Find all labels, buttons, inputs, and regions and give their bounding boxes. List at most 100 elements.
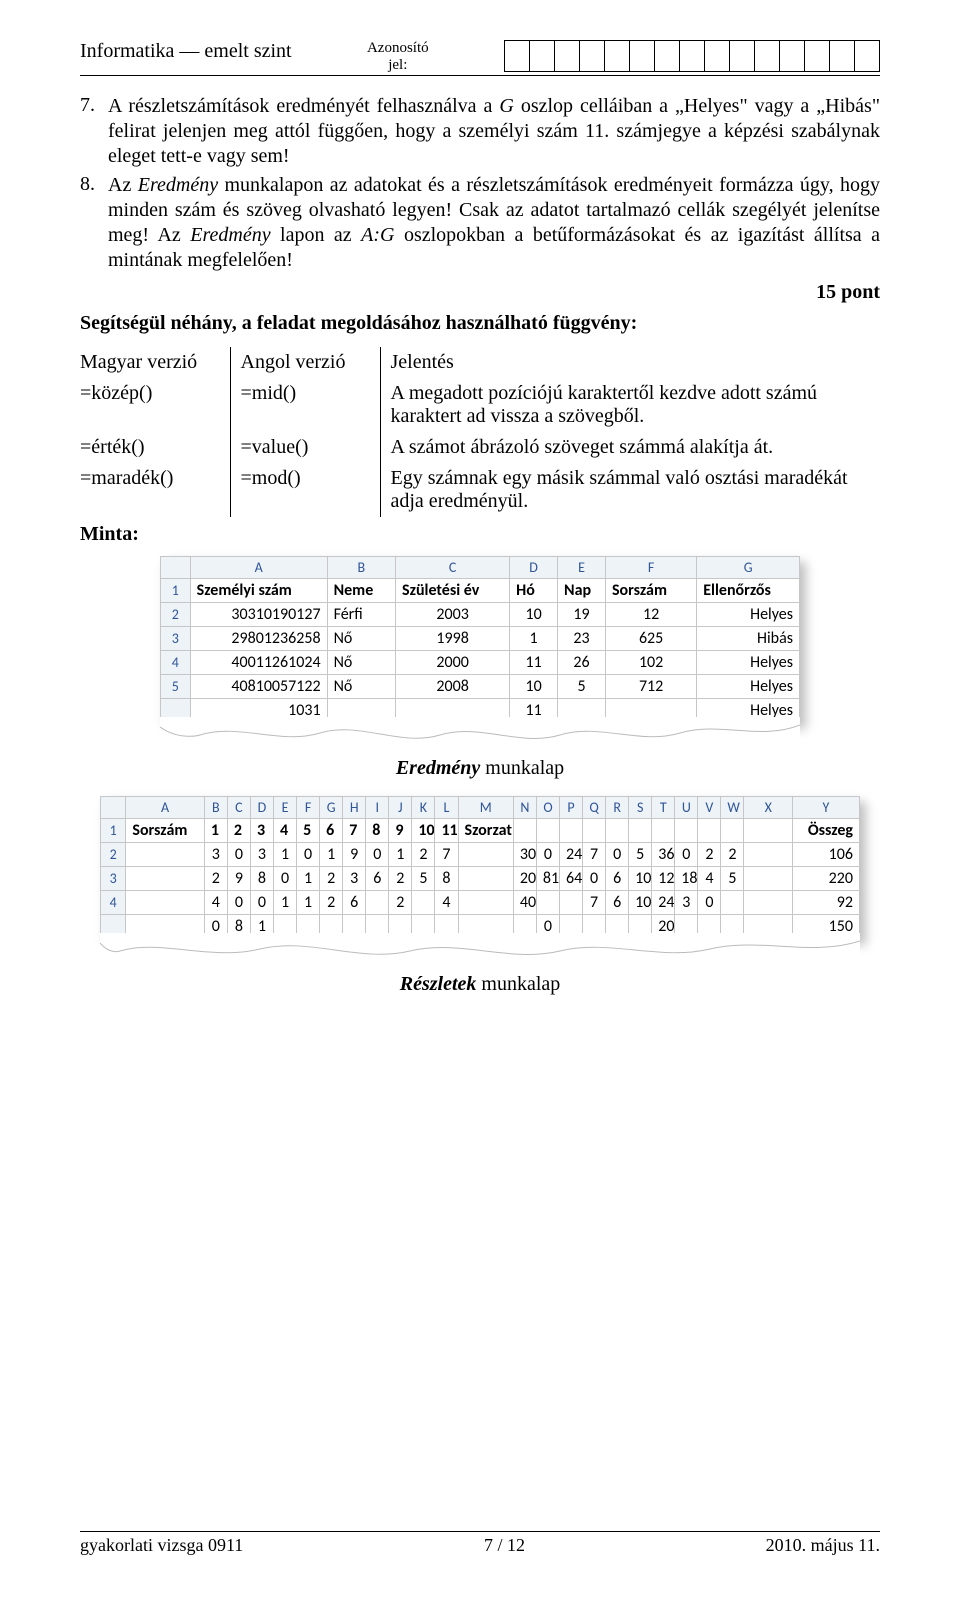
subject-title: Informatika — emelt szint — [80, 40, 292, 63]
table-cell: Nő — [327, 651, 395, 675]
col-letter: A — [190, 557, 327, 579]
table-header-cell: Sorszám — [126, 819, 204, 843]
table-header-cell — [629, 819, 652, 843]
col-letter: D — [510, 557, 558, 579]
table-cell — [366, 891, 389, 915]
col-letter: D — [250, 797, 273, 819]
table-cell: Nő — [327, 627, 395, 651]
table-cell: 10 — [629, 867, 652, 891]
table-header-cell: Hó — [510, 579, 558, 603]
table-cell: 24 — [652, 891, 675, 915]
col-letter: F — [297, 797, 320, 819]
item-7-text: A részletszámítások eredményét felhaszná… — [108, 94, 880, 169]
table-cell: 0 — [297, 843, 320, 867]
page-header: Informatika — emelt szint Azonosító jel: — [80, 40, 880, 76]
col-letter: E — [274, 797, 297, 819]
table-cell: 24 — [559, 843, 582, 867]
table-cell: 36 — [652, 843, 675, 867]
table-header-cell: 6 — [320, 819, 343, 843]
table-header-cell: Sorszám — [605, 579, 696, 603]
table-header-cell: 11 — [435, 819, 458, 843]
table-cell: 1 — [297, 891, 320, 915]
footer-right: 2010. május 11. — [766, 1535, 880, 1556]
table-cell: 102 — [605, 651, 696, 675]
col-letter: F — [605, 557, 696, 579]
col-letter: N — [513, 797, 536, 819]
col-letter: G — [320, 797, 343, 819]
table-cell: 4 — [435, 891, 458, 915]
id-box — [679, 40, 705, 72]
id-boxes — [504, 40, 880, 72]
table-cell — [744, 843, 792, 867]
id-box — [854, 40, 880, 72]
table-cell: 1 — [274, 891, 297, 915]
table-cell: 2003 — [396, 603, 510, 627]
excel-reszletek: ABCDEFGHIJKLMNOPQRSTUVWXY1Sorszám1234567… — [100, 796, 860, 939]
table-cell: 3 — [250, 843, 273, 867]
table-header-cell: Összeg — [792, 819, 859, 843]
table-cell: Férfi — [327, 603, 395, 627]
table-header-cell — [698, 819, 721, 843]
caption-eredmeny: Eredmény munkalap — [80, 757, 880, 780]
id-box — [729, 40, 755, 72]
col-letter: L — [435, 797, 458, 819]
table-cell: 10 — [510, 675, 558, 699]
table-cell: 7 — [435, 843, 458, 867]
id-box — [829, 40, 855, 72]
table-header-cell — [513, 819, 536, 843]
fn-head-hu: Magyar verzió — [80, 347, 230, 378]
col-letter: C — [227, 797, 250, 819]
table-header-cell — [583, 819, 606, 843]
table-header-cell: Ellenőrzős — [697, 579, 800, 603]
table-cell: 11 — [510, 651, 558, 675]
page-footer: gyakorlati vizsga 0911 7 / 12 2010. máju… — [80, 1531, 880, 1556]
fn-row: =közép() =mid() A megadott pozíciójú kar… — [80, 378, 880, 432]
table-cell: Helyes — [697, 603, 800, 627]
table-cell: 40 — [513, 891, 536, 915]
table-header-cell: 9 — [389, 819, 412, 843]
table-cell: Helyes — [697, 675, 800, 699]
col-letter: I — [366, 797, 389, 819]
table-header-cell — [536, 819, 559, 843]
table-cell: 220 — [792, 867, 859, 891]
col-letter: T — [652, 797, 675, 819]
torn-edge-2 — [100, 933, 860, 961]
col-letter: R — [606, 797, 629, 819]
table-cell: Hibás — [697, 627, 800, 651]
col-letter: Q — [583, 797, 606, 819]
table-cell: 3 — [343, 867, 366, 891]
col-letter: G — [697, 557, 800, 579]
table-cell: 29801236258 — [190, 627, 327, 651]
table-header-cell: 3 — [250, 819, 273, 843]
table-cell: 2 — [320, 867, 343, 891]
table-header-cell: 7 — [343, 819, 366, 843]
table-cell: 23 — [558, 627, 606, 651]
table-cell: 0 — [583, 867, 606, 891]
table-header-cell: Neme — [327, 579, 395, 603]
table-header-cell: Személyi szám — [190, 579, 327, 603]
table-cell: 30310190127 — [190, 603, 327, 627]
col-letter: V — [698, 797, 721, 819]
table-cell: 0 — [250, 891, 273, 915]
table-cell: 2000 — [396, 651, 510, 675]
table-cell — [412, 891, 435, 915]
table-cell: 1 — [320, 843, 343, 867]
table-cell: Nő — [327, 675, 395, 699]
table-cell: 625 — [605, 627, 696, 651]
table-cell: 2 — [389, 867, 412, 891]
minta-label: Minta: — [80, 523, 880, 546]
table-cell: 2 — [320, 891, 343, 915]
table-cell: 3 — [204, 843, 227, 867]
id-box — [779, 40, 805, 72]
table-header-cell: 5 — [297, 819, 320, 843]
table-cell: 2 — [204, 867, 227, 891]
table-cell: 8 — [435, 867, 458, 891]
id-label-2: jel: — [312, 57, 484, 74]
table-header-cell: Nap — [558, 579, 606, 603]
table-header-cell — [744, 819, 792, 843]
table-header-cell — [652, 819, 675, 843]
table-cell: 4 — [204, 891, 227, 915]
footer-left: gyakorlati vizsga 0911 — [80, 1535, 243, 1556]
table-cell: 3 — [675, 891, 698, 915]
table-cell — [458, 843, 513, 867]
